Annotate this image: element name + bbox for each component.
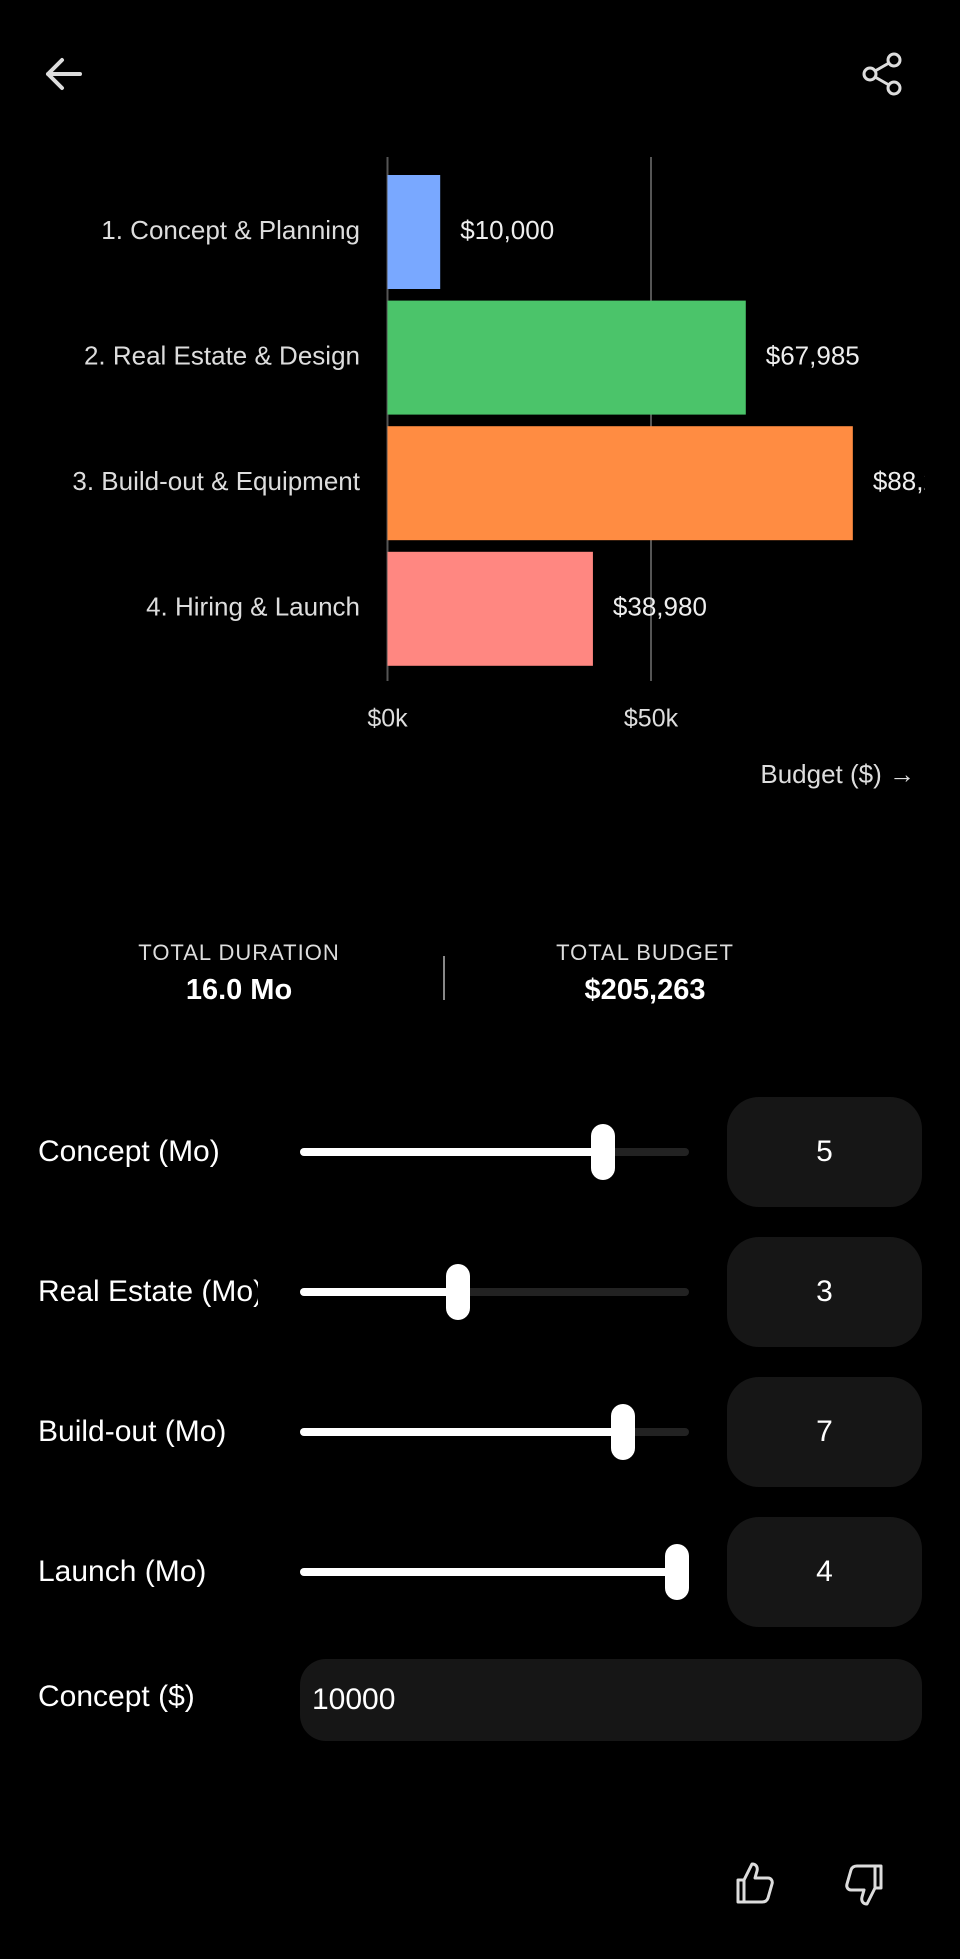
slider-track[interactable] [300, 1544, 690, 1600]
stat-value: $205,263 [584, 974, 706, 1006]
value-box[interactable]: 5 [727, 1097, 922, 1207]
chart: Budget ($) → $0k $50k 1. Concept & Plannin… [72, 157, 925, 789]
slider-label: Build-out (Mo) [38, 1415, 227, 1448]
share-button[interactable] [858, 50, 908, 100]
back-button[interactable] [40, 50, 90, 100]
category-label: 4. Hiring & Launch [146, 592, 360, 622]
x-axis-label: Budget ($) → [760, 759, 915, 789]
value-box[interactable]: 7 [727, 1377, 922, 1487]
slider-fill [300, 1568, 678, 1576]
slider-track[interactable] [300, 1264, 689, 1320]
budget-input[interactable]: 10000 [300, 1659, 922, 1741]
thumbs-up[interactable] [730, 1860, 776, 1906]
value-label: $38,980 [613, 592, 707, 622]
slider-track[interactable] [300, 1124, 689, 1180]
slider-fill [300, 1148, 604, 1156]
slider-track[interactable] [300, 1404, 689, 1460]
bar [387, 175, 441, 289]
slider-label: Concept (Mo) [38, 1135, 220, 1168]
stat-label: TOTAL DURATION [138, 940, 340, 965]
slider-fill [300, 1288, 458, 1296]
bar [387, 551, 593, 666]
divider [443, 956, 445, 1000]
slider-label: Real Estate (Mo) [38, 1275, 258, 1308]
slider-label: Launch (Mo) [38, 1555, 207, 1588]
x-tick-label: $0k [367, 705, 408, 733]
value-label: $10,000 [460, 215, 554, 245]
value-box[interactable]: 4 [727, 1517, 922, 1627]
slider-fill [300, 1428, 623, 1436]
category-label: 3. Build-out & Equipment [72, 466, 360, 496]
input-label: Concept ($) [38, 1680, 195, 1713]
category-label: 1. Concept & Planning [101, 215, 360, 245]
stat-value: 16.0 Mo [185, 974, 293, 1006]
bar [387, 426, 853, 541]
slider-thumb[interactable] [591, 1124, 616, 1180]
value-box[interactable]: 3 [727, 1237, 922, 1347]
value-label: $67,985 [766, 340, 860, 370]
stat-label: TOTAL BUDGET [556, 940, 734, 965]
bar [387, 300, 746, 415]
x-tick-label: $50k [624, 705, 679, 733]
slider-thumb[interactable] [445, 1264, 470, 1320]
thumbs-down[interactable] [843, 1862, 889, 1908]
slider-thumb[interactable] [665, 1544, 690, 1600]
slider-thumb[interactable] [610, 1404, 635, 1460]
value-label: $88,298 [873, 466, 925, 496]
category-label: 2. Real Estate & Design [84, 340, 360, 370]
